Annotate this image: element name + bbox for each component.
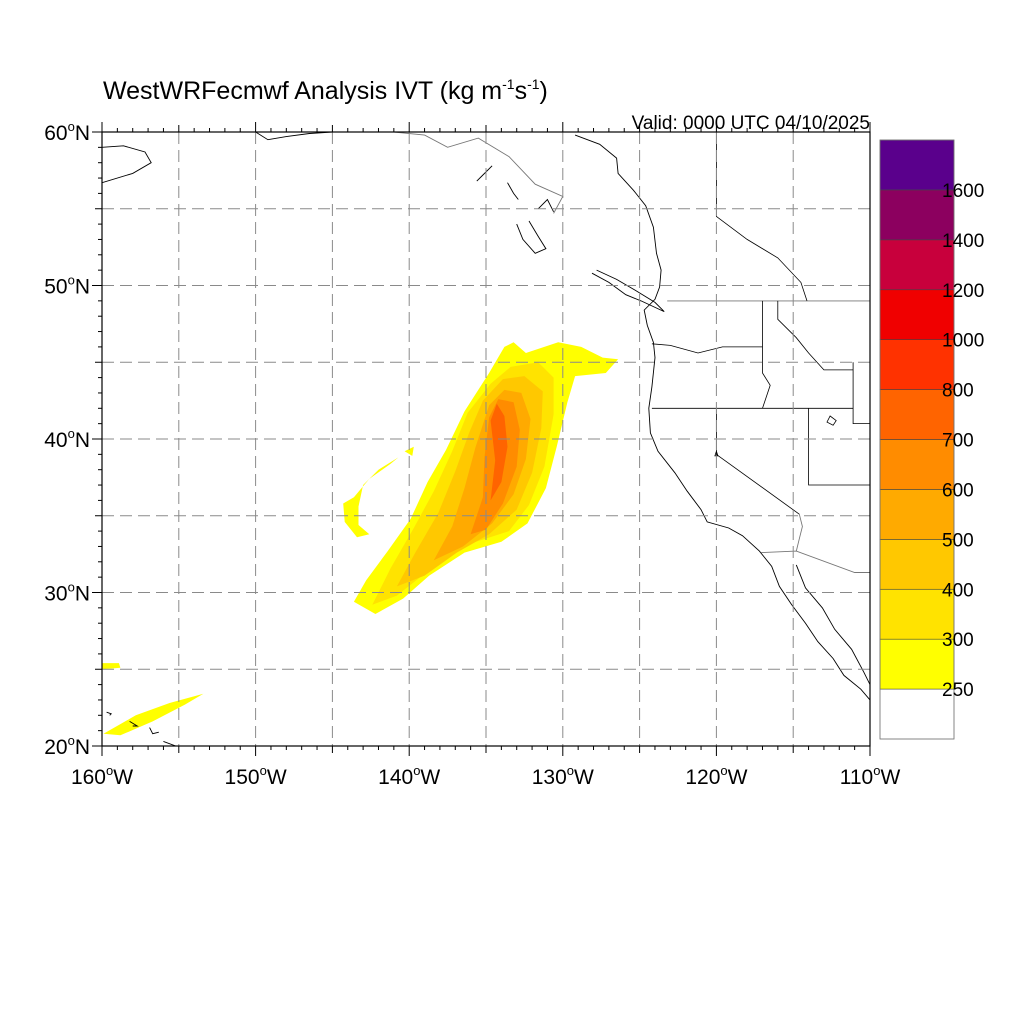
ivt-contour-7 xyxy=(404,446,414,456)
lat-label: 30oN xyxy=(44,580,90,606)
lon-label: 160oW xyxy=(71,763,133,789)
coastline-10 xyxy=(129,721,139,727)
colorbar-legend: 250 300 400 500 600 700 800 1000 1200 1400 1600 xyxy=(879,139,984,740)
colorbar-label: 800 xyxy=(942,381,974,402)
coastline-9 xyxy=(106,711,113,716)
colorbar-label: 250 xyxy=(942,680,974,701)
geography-layer xyxy=(102,132,870,746)
colorbar-label: 1600 xyxy=(942,181,984,202)
state-border-1 xyxy=(651,343,763,354)
colorbar-label: 700 xyxy=(942,431,974,452)
national-border-2 xyxy=(760,550,870,573)
title-sup-2: -1 xyxy=(527,76,540,92)
coastline-7 xyxy=(516,220,547,254)
coastline-12 xyxy=(163,740,177,746)
coastline-5 xyxy=(507,182,519,200)
lat-label: 20oN xyxy=(44,733,90,759)
title-mid: s xyxy=(515,77,528,105)
colorbar-label: 1400 xyxy=(942,231,984,252)
colorbar-label: 1000 xyxy=(942,331,984,352)
colorbar-box xyxy=(879,289,955,340)
map-frame xyxy=(101,131,871,747)
colorbar-box xyxy=(879,189,955,241)
colorbar-box xyxy=(879,688,955,740)
coastline-3 xyxy=(255,132,333,141)
colorbar-frame xyxy=(879,139,955,740)
colorbar-box xyxy=(879,339,955,390)
map-title: WestWRFecmwf Analysis IVT (kg m-1s-1) xyxy=(103,76,548,105)
lat-label: 40oN xyxy=(44,426,90,452)
colorbar-label: 1200 xyxy=(942,281,984,302)
state-border-0 xyxy=(716,132,808,302)
coastline-0 xyxy=(574,134,870,701)
coastline-2 xyxy=(102,145,152,184)
map-panel: 60oN 50oN 40oN 30oN 20oN 160oW 150oW 140oW 130oW… xyxy=(44,119,900,789)
ivt-contour-9 xyxy=(102,663,121,670)
colorbar-label: 600 xyxy=(942,480,974,501)
state-border-3 xyxy=(777,300,854,371)
colorbar-label: 300 xyxy=(942,630,974,651)
coastline-4 xyxy=(476,165,493,182)
graticule-grid xyxy=(102,132,870,746)
coastline-6 xyxy=(537,198,555,213)
axis-labels: 60oN 50oN 40oN 30oN 20oN 160oW 150oW 140oW 130oW… xyxy=(44,119,900,789)
national-border-3 xyxy=(795,514,803,552)
colorbar-box xyxy=(879,439,955,490)
title-main: WestWRFecmwf Analysis IVT (kg m xyxy=(103,77,502,105)
coastline-1 xyxy=(795,564,870,685)
ivt-contour-8 xyxy=(103,693,204,736)
lon-label: 140oW xyxy=(378,763,440,789)
title-close: ) xyxy=(540,77,548,105)
title-sup-1: -1 xyxy=(502,76,515,92)
coastline-8 xyxy=(591,269,665,313)
colorbar-box xyxy=(879,638,955,690)
lon-label: 110oW xyxy=(840,763,901,789)
lat-label: 60oN xyxy=(44,119,90,145)
national-border-0 xyxy=(393,132,564,214)
lon-label: 150oW xyxy=(225,763,287,789)
colorbar-box xyxy=(879,489,955,540)
ivt-contour-5 xyxy=(490,403,508,501)
ivt-contour-6 xyxy=(343,457,399,538)
state-border-6 xyxy=(808,408,870,486)
lon-label: 120oW xyxy=(685,763,747,789)
lon-label: 130oW xyxy=(532,763,594,789)
valid-time: Valid: 0000 UTC 04/10/2025 xyxy=(632,113,870,134)
lat-label: 50oN xyxy=(44,273,90,299)
state-border-7 xyxy=(852,362,870,425)
colorbar-label: 400 xyxy=(942,580,974,601)
coastline-11 xyxy=(149,727,159,735)
lake-1 xyxy=(714,450,719,457)
colorbar-label: 500 xyxy=(942,530,974,551)
axis-ticks xyxy=(92,122,871,756)
lake-0 xyxy=(826,415,837,426)
state-border-2 xyxy=(762,300,771,409)
